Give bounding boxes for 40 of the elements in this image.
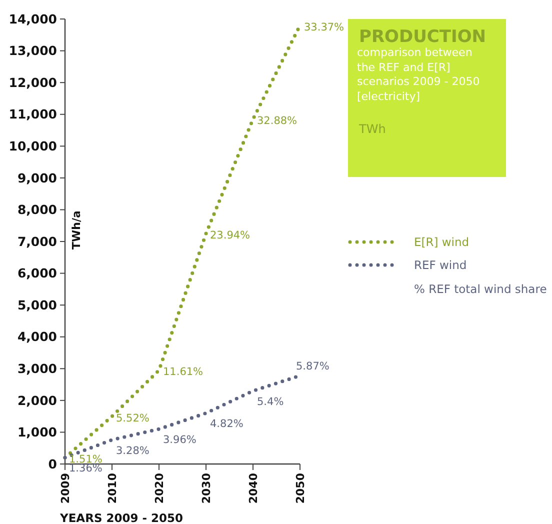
annotation: 3.28% bbox=[116, 444, 150, 457]
y-tick-label: 8,000 bbox=[17, 202, 58, 218]
y-tick-label: 5,000 bbox=[17, 297, 58, 312]
annotation: 5.87% bbox=[296, 360, 330, 373]
annotation: 4.82% bbox=[210, 418, 244, 430]
y-tick-label: 9,000 bbox=[17, 170, 58, 186]
x-axis-title: YEARS 2009 - 2050 bbox=[59, 511, 184, 524]
y-tick-label: 1,000 bbox=[17, 424, 58, 440]
x-tick-label: 2020 bbox=[152, 472, 166, 504]
legend-label: REF wind bbox=[414, 258, 467, 272]
y-tick-label: 3,000 bbox=[17, 361, 58, 376]
annotation: 11.61% bbox=[163, 366, 204, 378]
annotation: 1.36% bbox=[69, 462, 102, 475]
x-tick-label: 2040 bbox=[246, 472, 260, 504]
x-tick-label: 2050 bbox=[294, 472, 307, 504]
y-tick-label: 11,000 bbox=[8, 106, 58, 122]
x-tick-label: 2030 bbox=[200, 472, 213, 504]
annotation: 5.52% bbox=[116, 412, 150, 424]
text: % REF total wind share bbox=[414, 282, 547, 296]
x-tick-label: 2010 bbox=[106, 472, 119, 504]
y-tick-label: 7,000 bbox=[17, 234, 58, 249]
y-axis-title: TWh/a bbox=[70, 210, 83, 250]
y-tick-label: 10,000 bbox=[8, 138, 58, 154]
text: TWh bbox=[358, 122, 386, 136]
x-tick-label: 2009 bbox=[58, 473, 72, 504]
y-tick-label: 4,000 bbox=[17, 329, 58, 344]
y-tick-label: 0 bbox=[48, 456, 58, 472]
legend-label: E[R] wind bbox=[414, 235, 470, 250]
text: comparison between the REF and E[R] scenarios 2009 - 2050 [electricity] bbox=[357, 46, 481, 104]
y-tick-label: 6,000 bbox=[17, 266, 58, 281]
y-tick-label: 2,000 bbox=[17, 392, 58, 408]
annotation: 23.94% bbox=[210, 230, 250, 242]
annotation: 3.96% bbox=[163, 434, 196, 446]
annotation: 5.4% bbox=[257, 396, 284, 408]
text: PRODUCTION bbox=[359, 27, 486, 47]
y-tick-label: 14,000 bbox=[8, 11, 58, 26]
annotation: 32.88% bbox=[257, 115, 298, 128]
y-tick-label: 12,000 bbox=[8, 74, 58, 90]
y-tick-label: 13,000 bbox=[8, 43, 58, 58]
annotation: 33.37% bbox=[304, 21, 344, 34]
